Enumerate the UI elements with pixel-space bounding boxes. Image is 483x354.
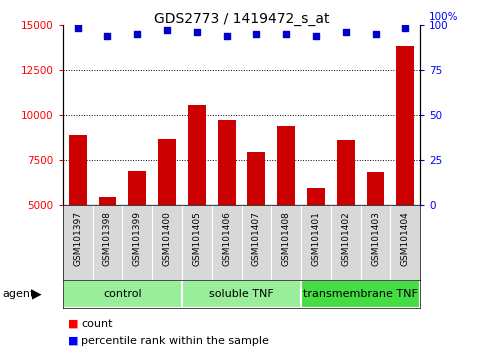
Point: [193, 29, 201, 35]
Bar: [367, 172, 384, 296]
Bar: [307, 188, 325, 296]
Point: [342, 29, 350, 35]
Text: count: count: [81, 319, 113, 329]
Bar: [247, 152, 265, 296]
Text: GSM101406: GSM101406: [222, 211, 231, 266]
Text: GSM101405: GSM101405: [192, 211, 201, 266]
Point: [282, 31, 290, 37]
Text: ■: ■: [68, 336, 78, 346]
Text: soluble TNF: soluble TNF: [209, 289, 274, 299]
Point: [401, 25, 409, 31]
Bar: [301, 280, 420, 308]
Text: GSM101408: GSM101408: [282, 211, 291, 266]
Bar: [218, 120, 236, 296]
Text: GSM101400: GSM101400: [163, 211, 171, 266]
Text: GSM101402: GSM101402: [341, 211, 350, 266]
Text: ▶: ▶: [32, 287, 42, 300]
Text: 100%: 100%: [428, 12, 458, 22]
Text: control: control: [103, 289, 142, 299]
Bar: [182, 280, 301, 308]
Text: GSM101397: GSM101397: [73, 211, 82, 266]
Point: [312, 33, 320, 39]
Text: GSM101404: GSM101404: [401, 211, 410, 266]
Point: [253, 31, 260, 37]
Text: ■: ■: [68, 319, 78, 329]
Point: [104, 33, 112, 39]
Point: [74, 25, 82, 31]
Text: GSM101407: GSM101407: [252, 211, 261, 266]
Point: [163, 27, 171, 33]
Text: GDS2773 / 1419472_s_at: GDS2773 / 1419472_s_at: [154, 12, 329, 27]
Text: GSM101399: GSM101399: [133, 211, 142, 266]
Point: [133, 31, 141, 37]
Point: [372, 31, 380, 37]
Text: agent: agent: [2, 289, 35, 299]
Bar: [69, 135, 86, 296]
Bar: [397, 46, 414, 296]
Text: GSM101401: GSM101401: [312, 211, 320, 266]
Text: GSM101403: GSM101403: [371, 211, 380, 266]
Text: transmembrane TNF: transmembrane TNF: [303, 289, 418, 299]
Bar: [63, 280, 182, 308]
Bar: [337, 140, 355, 296]
Bar: [158, 138, 176, 296]
Text: GSM101398: GSM101398: [103, 211, 112, 266]
Bar: [128, 171, 146, 296]
Bar: [188, 105, 206, 296]
Bar: [99, 197, 116, 296]
Text: percentile rank within the sample: percentile rank within the sample: [81, 336, 269, 346]
Point: [223, 33, 230, 39]
Bar: [277, 126, 295, 296]
